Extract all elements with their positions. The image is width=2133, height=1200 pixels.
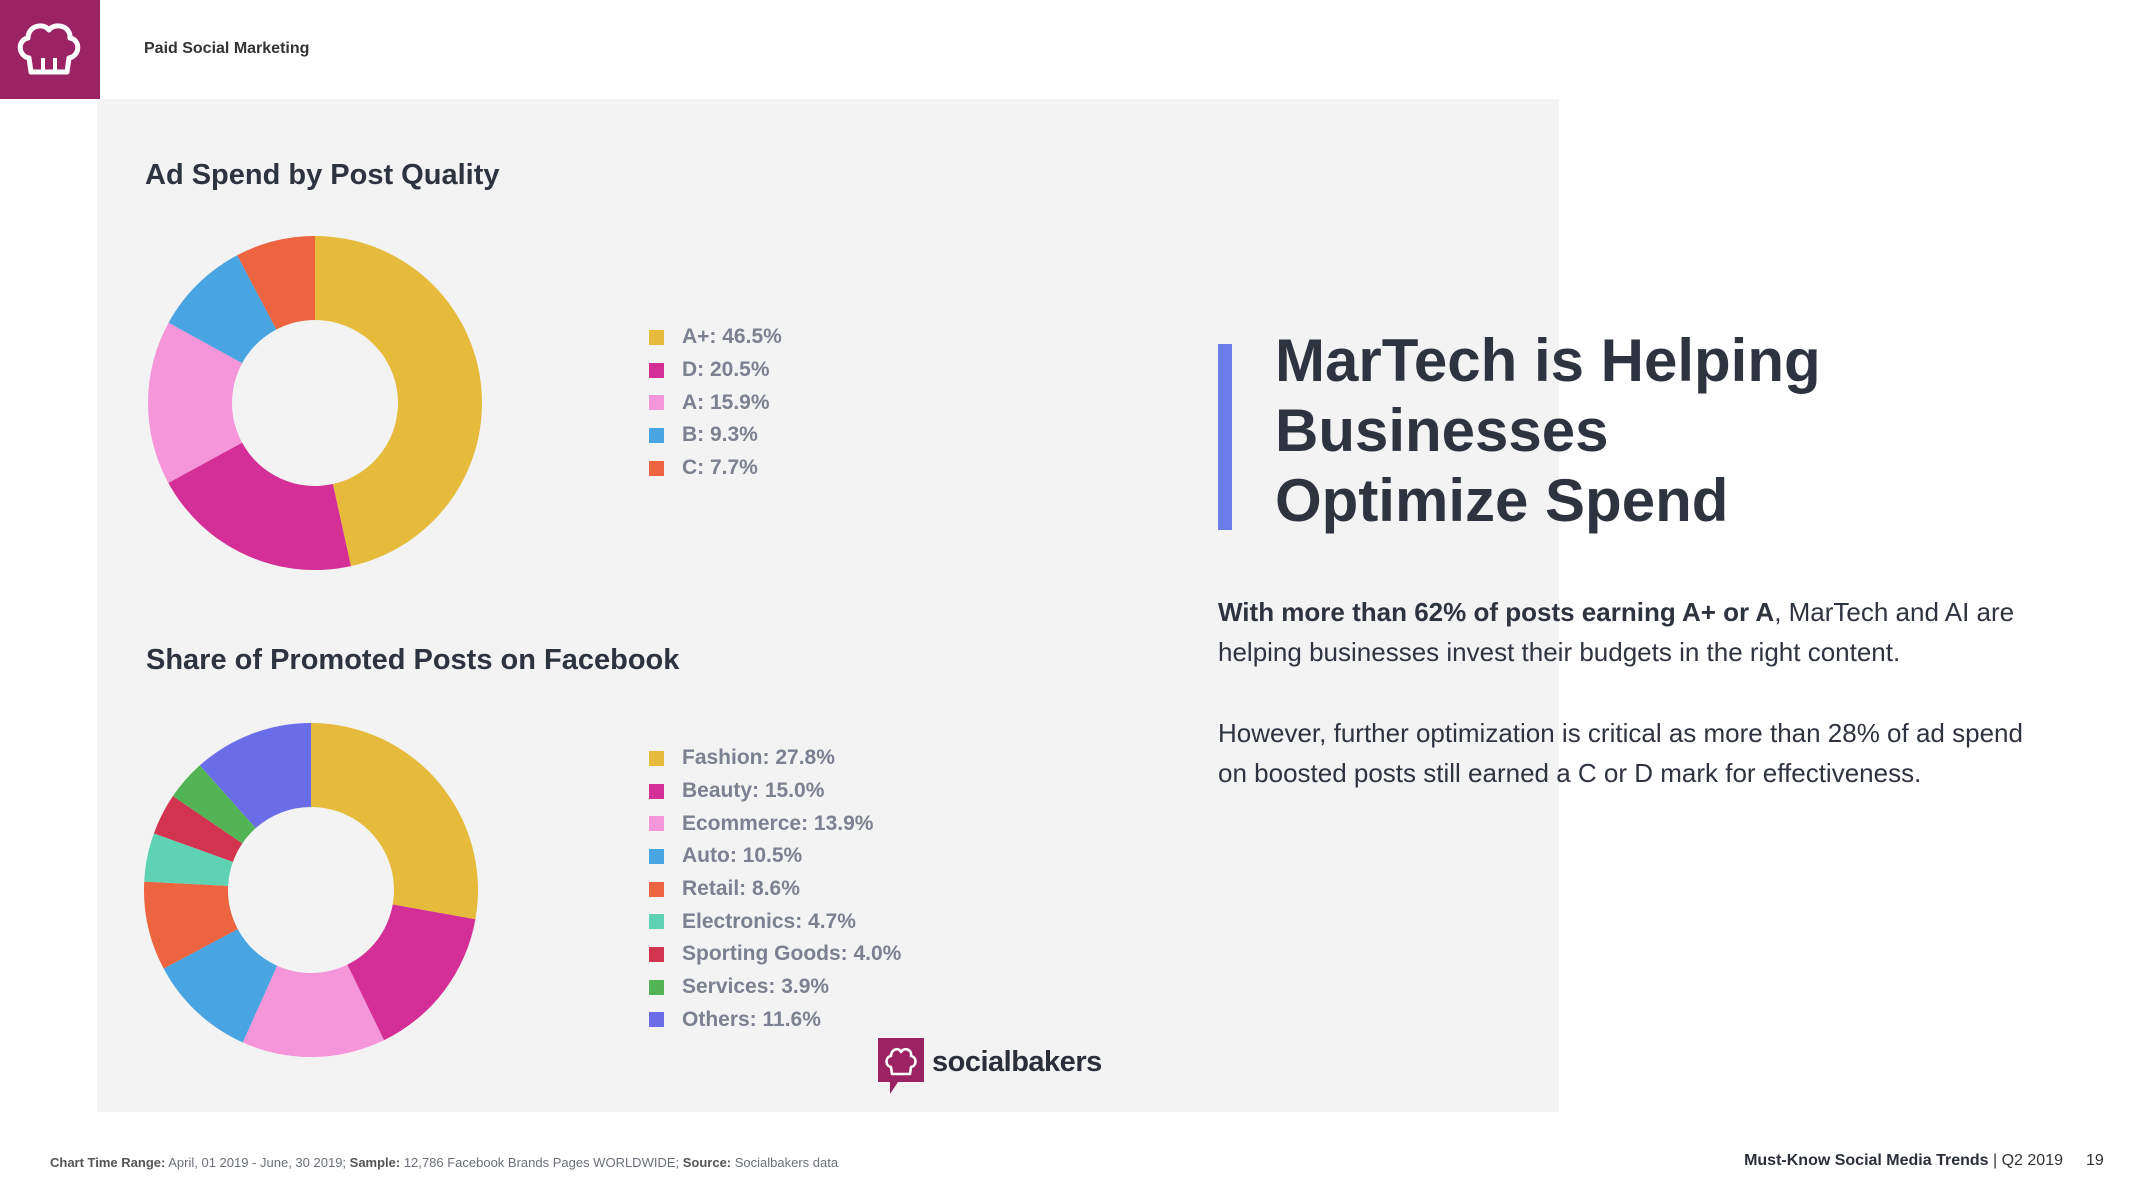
headline-line-3: Optimize Spend — [1275, 467, 1729, 534]
legend-label: D: 20.5% — [682, 358, 770, 382]
legend-item: D: 20.5% — [649, 354, 782, 387]
legend-swatch — [649, 750, 664, 766]
donut-slice-services — [172, 765, 256, 844]
legend-item: Ecommerce: 13.9% — [649, 807, 901, 840]
source-label: Source: — [679, 1155, 732, 1170]
legend-label: Retail: 8.6% — [682, 877, 800, 901]
donut-chart-quality — [148, 236, 483, 570]
legend-label: Beauty: 15.0% — [682, 779, 825, 803]
legend-swatch — [649, 329, 664, 345]
headline: MarTech is Helping Businesses Optimize S… — [1275, 326, 1835, 536]
legend-item: Fashion: 27.8% — [649, 742, 901, 775]
legend-label: Services: 3.9% — [682, 975, 830, 999]
legend-item: Sporting Goods: 4.0% — [649, 938, 901, 971]
legend-item: B: 9.3% — [649, 419, 782, 452]
source-value: Socialbakers data — [731, 1155, 839, 1170]
body-highlight: With more than 62% of posts earning A+ o… — [1218, 597, 1775, 627]
donut-slice-others — [199, 723, 311, 829]
brand-logo — [0, 0, 100, 99]
headline-line-2: Businesses — [1275, 397, 1609, 464]
socialbakers-brand: socialbakers — [878, 1038, 1102, 1096]
body-text: With more than 62% of posts earning A+ o… — [1218, 592, 2038, 793]
legend-swatch — [649, 881, 664, 897]
donut-chart-promoted — [144, 723, 478, 1057]
legend-item: Electronics: 4.7% — [649, 905, 901, 938]
chart-panel: Ad Spend by Post Quality A+: 46.5% D: 20.… — [97, 99, 1559, 1112]
legend-label: A: 15.9% — [682, 390, 770, 414]
legend-label: Auto: 10.5% — [682, 844, 803, 868]
footnote: Chart Time Range: April, 01 2019 - June,… — [50, 1155, 838, 1170]
body-paragraph-2: However, further optimization is critica… — [1218, 718, 2023, 788]
report-footer: Must-Know Social Media Trends | Q2 2019 — [1744, 1152, 2063, 1170]
headline-accent-bar — [1218, 344, 1232, 530]
legend-item: A: 15.9% — [649, 386, 782, 419]
legend-label: Ecommerce: 13.9% — [682, 811, 874, 835]
donut-slice-d — [168, 442, 351, 570]
chef-hat-icon — [17, 23, 81, 75]
legend-label: C: 7.7% — [682, 456, 758, 480]
legend-quality: A+: 46.5% D: 20.5% A: 15.9% B: 9.3% C: 7.7% — [649, 321, 782, 484]
donut-slice-electronics — [144, 833, 233, 886]
donut-slice-ecommerce — [242, 964, 384, 1057]
legend-swatch — [649, 362, 664, 378]
range-label: Chart Time Range: — [50, 1155, 166, 1170]
body-paragraph-1-rest: , MarTech and AI are helping businesses … — [1218, 597, 2015, 667]
donut-slice-b — [168, 255, 277, 364]
donut-slice-c — [237, 236, 315, 330]
legend-item: A+: 46.5% — [649, 321, 782, 354]
donut-slice-a — [148, 322, 243, 483]
donut-slice-sporting-goods — [153, 796, 243, 862]
sample-value: 12,786 Facebook Brands Pages WORLDWIDE; — [400, 1155, 680, 1170]
legend-label: Others: 11.6% — [682, 1007, 821, 1031]
legend-label: B: 9.3% — [682, 423, 758, 447]
headline-line-1: MarTech is Helping — [1275, 327, 1821, 394]
legend-swatch — [649, 395, 664, 411]
legend-item: Auto: 10.5% — [649, 840, 901, 873]
section-title: Paid Social Marketing — [144, 40, 310, 57]
body-paragraph-1: With more than 62% of posts earning A+ o… — [1218, 592, 2038, 672]
legend-swatch — [649, 427, 664, 443]
donut-slice-beauty — [347, 904, 476, 1041]
report-title: Must-Know Social Media Trends — [1744, 1152, 1989, 1169]
legend-label: Sporting Goods: 4.0% — [682, 942, 902, 966]
brand-name: socialbakers — [932, 1045, 1102, 1078]
chef-hat-icon — [878, 1038, 924, 1094]
legend-label: Electronics: 4.7% — [682, 909, 856, 933]
legend-swatch — [649, 946, 664, 962]
legend-swatch — [649, 914, 664, 930]
legend-swatch — [649, 1012, 664, 1028]
donut-slice-retail — [144, 881, 238, 969]
donut-slice-fashion — [311, 723, 478, 920]
chart-title-quality: Ad Spend by Post Quality — [145, 159, 500, 191]
legend-swatch — [649, 848, 664, 864]
chart-title-promoted: Share of Promoted Posts on Facebook — [146, 644, 680, 676]
legend-label: Fashion: 27.8% — [682, 746, 835, 770]
legend-swatch — [649, 979, 664, 995]
legend-item: Beauty: 15.0% — [649, 775, 901, 808]
range-value: April, 01 2019 - June, 30 2019; — [165, 1155, 347, 1170]
legend-label: A+: 46.5% — [682, 325, 782, 349]
page-number: 19 — [2086, 1152, 2104, 1169]
legend-item: Services: 3.9% — [649, 971, 901, 1004]
report-period: | Q2 2019 — [1988, 1152, 2063, 1169]
legend-promoted: Fashion: 27.8% Beauty: 15.0% Ecommerce: 13… — [649, 742, 901, 1036]
legend-swatch — [649, 460, 664, 476]
legend-swatch — [649, 816, 664, 832]
legend-swatch — [649, 783, 664, 799]
legend-item: Retail: 8.6% — [649, 873, 901, 906]
legend-item: C: 7.7% — [649, 452, 782, 485]
legend-item: Others: 11.6% — [649, 1004, 901, 1037]
sample-label: Sample: — [346, 1155, 401, 1170]
donut-slice-auto — [163, 929, 278, 1043]
donut-slice-a- — [315, 236, 483, 567]
